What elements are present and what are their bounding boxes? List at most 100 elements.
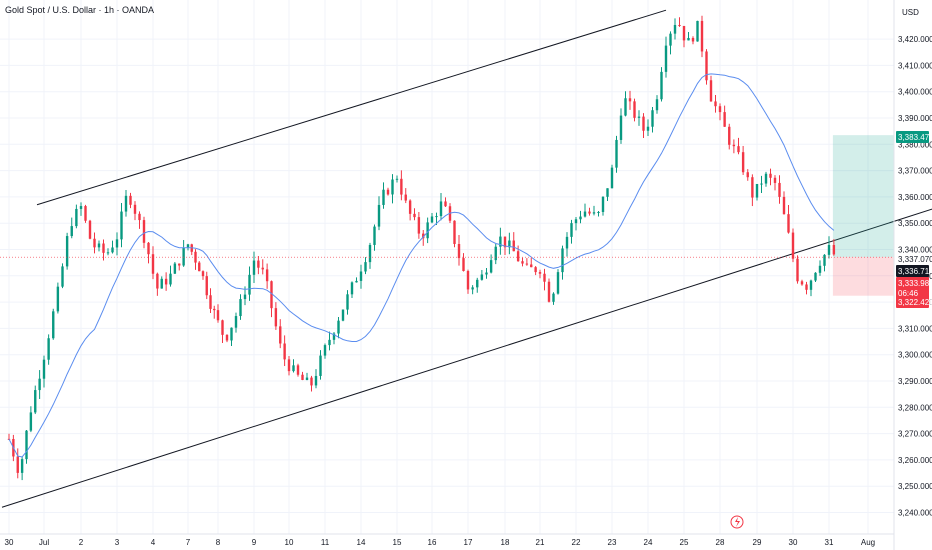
candle-body bbox=[678, 24, 681, 26]
time-tick-label: 31 bbox=[825, 538, 834, 547]
time-tick-label: 15 bbox=[393, 538, 402, 547]
price-tick-label: 3,270.000 bbox=[898, 430, 932, 439]
candle-body bbox=[417, 217, 421, 234]
candle-body bbox=[102, 243, 105, 253]
candle-body bbox=[556, 272, 560, 294]
stop-zone[interactable] bbox=[832, 257, 894, 296]
candle-body bbox=[404, 194, 407, 201]
candle-body bbox=[787, 214, 790, 233]
target-price-badge: 3,383.476 bbox=[896, 131, 932, 143]
candle-body bbox=[494, 246, 497, 261]
candle-body bbox=[651, 110, 654, 127]
candle-body bbox=[20, 459, 24, 473]
price-tick-label: 3,290.000 bbox=[898, 377, 932, 386]
channel-lower-line[interactable] bbox=[1, 202, 932, 508]
candle-body bbox=[234, 316, 238, 328]
candle-body bbox=[42, 359, 46, 379]
candle-body bbox=[601, 196, 605, 212]
candle-body bbox=[525, 263, 529, 265]
candle-body bbox=[664, 45, 668, 72]
candle-body bbox=[25, 430, 28, 460]
candle-body bbox=[198, 262, 201, 272]
time-tick-label: 2 bbox=[79, 538, 84, 547]
candle-body bbox=[115, 239, 119, 248]
current-price-badge: 3,336.714 bbox=[896, 265, 932, 277]
candle-body bbox=[186, 244, 190, 248]
candle-body bbox=[230, 327, 233, 341]
time-tick-label: 29 bbox=[753, 538, 762, 547]
candle-body bbox=[373, 226, 376, 245]
candle-body bbox=[56, 286, 60, 312]
candle-body bbox=[615, 139, 618, 168]
svg-text:06:46: 06:46 bbox=[898, 289, 919, 298]
time-tick-label: Jul bbox=[39, 538, 49, 547]
candle-body bbox=[760, 183, 763, 185]
candle-body bbox=[723, 112, 726, 127]
last-price-badge: 3,333.985 06:46 bbox=[896, 277, 932, 299]
svg-text:3,383.476: 3,383.476 bbox=[898, 133, 932, 142]
price-tick-label: 3,280.000 bbox=[898, 403, 932, 412]
candle-body bbox=[619, 115, 623, 140]
candle-body bbox=[669, 33, 672, 46]
candle-body bbox=[476, 279, 479, 288]
candle-body bbox=[243, 294, 247, 300]
candle-body bbox=[660, 71, 663, 100]
candle-body bbox=[261, 267, 264, 270]
candle-body bbox=[823, 254, 826, 266]
candle-body bbox=[687, 37, 690, 41]
time-tick-label: 24 bbox=[644, 538, 653, 547]
candle-body bbox=[705, 51, 708, 81]
candle-body bbox=[239, 299, 242, 317]
price-tick-label: 3,360.000 bbox=[898, 193, 932, 202]
moving-average-line bbox=[8, 73, 835, 458]
candle-body bbox=[503, 236, 507, 248]
candle-body bbox=[408, 200, 412, 214]
svg-text:3,337.070: 3,337.070 bbox=[898, 255, 932, 264]
time-tick-label: 11 bbox=[321, 538, 330, 547]
candle-body bbox=[508, 240, 511, 248]
time-tick-label: 23 bbox=[608, 538, 617, 547]
candle-body bbox=[151, 254, 155, 274]
event-marker-icon[interactable] bbox=[730, 515, 744, 529]
candle-body bbox=[597, 211, 600, 213]
channel-upper-line[interactable] bbox=[36, 9, 667, 206]
candle-body bbox=[778, 182, 781, 197]
candle-body bbox=[328, 339, 331, 346]
candle-body bbox=[832, 245, 836, 255]
candle-body bbox=[173, 263, 177, 274]
candle-body bbox=[814, 272, 817, 281]
time-tick-label: 16 bbox=[428, 538, 437, 547]
candle-body bbox=[257, 260, 260, 268]
candle-body bbox=[646, 126, 650, 131]
candle-body bbox=[751, 177, 754, 198]
price-tick-label: 3,390.000 bbox=[898, 114, 932, 123]
candle-body bbox=[435, 216, 438, 218]
candle-body bbox=[439, 201, 443, 217]
candle-body bbox=[718, 106, 722, 113]
candle-body bbox=[61, 266, 64, 287]
time-axis[interactable]: 30 Jul 2 3 4 7 8 9 10 11 14 15 16 17 18 21 22 23 24 25 28 29 3… bbox=[5, 538, 876, 547]
candle-body bbox=[530, 264, 533, 268]
candle-body bbox=[319, 355, 322, 376]
currency-box[interactable] bbox=[895, 3, 930, 20]
candle-body bbox=[512, 240, 515, 252]
candle-body bbox=[274, 308, 278, 327]
candle-body bbox=[129, 195, 132, 205]
candle-body bbox=[205, 276, 208, 296]
candle-body bbox=[368, 244, 372, 263]
symbol-title[interactable]: Gold Spot / U.S. Dollar · 1h · OANDA bbox=[5, 5, 154, 15]
candle-body bbox=[673, 24, 677, 34]
candle-body bbox=[796, 258, 799, 282]
candle-body bbox=[696, 20, 699, 42]
target-zone[interactable] bbox=[832, 135, 894, 258]
candle-body bbox=[279, 326, 282, 344]
candle-body bbox=[499, 236, 502, 247]
candle-body bbox=[782, 196, 786, 215]
candle-body bbox=[359, 271, 363, 281]
candle-body bbox=[827, 245, 831, 255]
currency-label[interactable]: USD bbox=[902, 8, 919, 17]
time-tick-label: 30 bbox=[5, 538, 14, 547]
candle-body bbox=[34, 390, 37, 413]
candle-body bbox=[209, 295, 212, 309]
